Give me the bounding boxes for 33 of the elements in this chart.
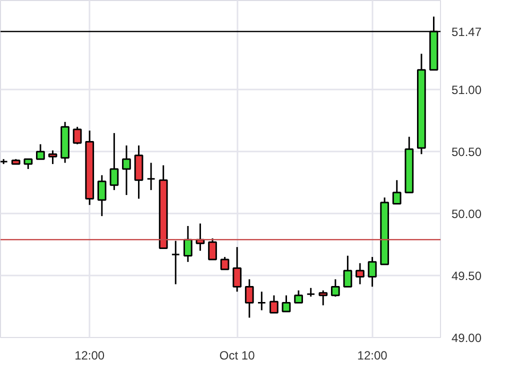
candlestick (122, 144, 131, 196)
candlestick (208, 238, 217, 260)
candlestick (318, 290, 328, 306)
candlestick (72, 126, 82, 145)
candlestick (257, 290, 266, 311)
x-tick-label: 12:00 (74, 348, 105, 362)
candlestick (146, 162, 156, 191)
candlestick (282, 294, 291, 312)
candlestick (36, 143, 45, 160)
candlestick (343, 254, 352, 288)
y-tick-label: 49.00 (452, 331, 482, 345)
candlestick (220, 256, 230, 270)
candlestick (48, 150, 58, 165)
y-tick-label: 51.00 (452, 83, 482, 98)
y-tick-label: 50.50 (452, 145, 482, 160)
candlestick (270, 294, 278, 314)
x-tick-label: Oct 10 (219, 348, 256, 362)
y-tick-label: 49.50 (452, 269, 482, 284)
candlestick (392, 179, 402, 204)
x-tick-label: 12:00 (357, 348, 388, 362)
candlestick (24, 158, 33, 170)
candlestick (330, 278, 340, 298)
candlestick (294, 290, 303, 304)
candlestick (356, 262, 364, 285)
candlestick (97, 174, 106, 217)
candlestick (232, 246, 242, 292)
candlestick (110, 132, 119, 191)
y-tick-label: 50.00 (452, 207, 482, 222)
candlestick (171, 240, 180, 285)
ref-line-label: 51.47 (452, 24, 482, 39)
candlestick (183, 225, 192, 263)
candlestick (244, 278, 254, 318)
candlestick (368, 256, 377, 288)
